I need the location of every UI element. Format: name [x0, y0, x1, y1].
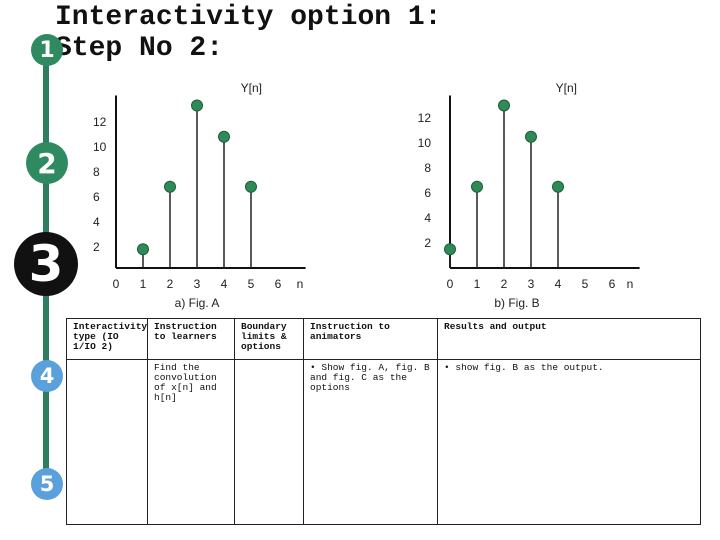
fig-b-x-tick-label: 4	[555, 277, 562, 291]
fig-b-y-tick-label: 4	[424, 211, 431, 225]
fig-b-stem-marker	[471, 180, 483, 193]
fig-a-y-label: Y[n]	[241, 81, 262, 95]
fig-b-caption: b) Fig. B	[494, 296, 539, 310]
fig-b-x-label: n	[627, 277, 634, 291]
fig-a-y-tick-label: 2	[93, 240, 100, 254]
fig-a-y-tick-label: 12	[93, 115, 107, 129]
fig-a-y-tick-label: 8	[93, 165, 100, 179]
header-interactivity-type: Interactivity type (IO 1/IO 2)	[66, 318, 148, 360]
fig-b-x-tick-label: 3	[528, 277, 535, 291]
header-instruction-animators: Instruction to animators	[303, 318, 438, 360]
fig-b-x-tick-label: 1	[474, 277, 481, 291]
fig-b-y-tick-label: 8	[424, 161, 431, 175]
fig-b-y-tick-label: 12	[418, 111, 432, 125]
header-results-output: Results and output	[437, 318, 701, 360]
header-boundary-limits: Boundary limits & options	[234, 318, 304, 360]
cell-instruction-learners: Find the convolution of x[n] and h[n]	[147, 359, 235, 525]
figure-panel: Y[n] 12 10 8 6 4 2 0 1 2 3 4 5 6 n a) Fig. A Y[n] 12 10 8 6 4…	[87, 74, 699, 318]
step-2-badge[interactable]: 2	[26, 142, 68, 184]
fig-a-stem-marker	[218, 130, 230, 143]
interactivity-table: Interactivity type (IO 1/IO 2) Instructi…	[66, 318, 701, 525]
fig-a-y-tick-label: 6	[93, 190, 100, 204]
fig-a-stem-marker	[245, 180, 257, 193]
fig-a-y-tick-label: 10	[93, 140, 107, 154]
fig-a-x-tick-label: 3	[194, 277, 201, 291]
fig-b-stem-marker	[498, 99, 510, 112]
step-3-badge[interactable]: 3	[14, 232, 78, 296]
fig-a-stem-marker	[191, 99, 203, 112]
cell-results-output: • show fig. B as the output.	[437, 359, 701, 525]
fig-a-x-tick-label: 6	[275, 277, 282, 291]
fig-b-y-tick-label: 6	[424, 186, 431, 200]
fig-a-x-tick-label: 1	[140, 277, 147, 291]
fig-b-stem-marker	[525, 130, 537, 143]
step-5-badge[interactable]: 5	[31, 468, 63, 500]
slide-title: Interactivity option 1: Step No 2:	[55, 2, 441, 64]
fig-b-y-label: Y[n]	[556, 81, 577, 95]
fig-a-stem-marker	[137, 243, 149, 256]
cell-boundary-limits	[234, 359, 304, 525]
fig-a-y-tick-label: 4	[93, 215, 100, 229]
fig-b-stem-marker	[552, 180, 564, 193]
fig-a-caption: a) Fig. A	[175, 296, 220, 310]
fig-a-x-tick-label: 2	[167, 277, 174, 291]
fig-b-x-tick-label: 2	[501, 277, 508, 291]
fig-b-x-tick-label: 0	[447, 277, 454, 291]
slide-title-line-1: Interactivity option 1:	[55, 2, 442, 33]
step-1-badge[interactable]: 1	[31, 34, 63, 66]
fig-a-x-tick-label: 4	[221, 277, 228, 291]
cell-instruction-animators: • Show fig. A, fig. B and fig. C as the …	[303, 359, 438, 525]
fig-a-x-label: n	[297, 277, 304, 291]
fig-a-x-tick-label: 0	[113, 277, 120, 291]
fig-b-x-tick-label: 5	[582, 277, 589, 291]
fig-a-x-tick-label: 5	[248, 277, 255, 291]
fig-b-x-tick-label: 6	[609, 277, 616, 291]
step-4-badge[interactable]: 4	[31, 360, 63, 392]
fig-b-stem-marker	[444, 243, 456, 256]
header-instruction-learners: Instruction to learners	[147, 318, 235, 360]
table-header-row: Interactivity type (IO 1/IO 2) Instructi…	[66, 318, 701, 360]
cell-interactivity-type	[66, 359, 148, 525]
fig-a-stem-marker	[164, 180, 176, 193]
slide-title-line-2: Step No 2:	[55, 33, 224, 64]
fig-b-y-tick-label: 2	[424, 236, 431, 250]
table-row: Find the convolution of x[n] and h[n] • …	[66, 359, 701, 525]
fig-b-y-tick-label: 10	[418, 136, 432, 150]
